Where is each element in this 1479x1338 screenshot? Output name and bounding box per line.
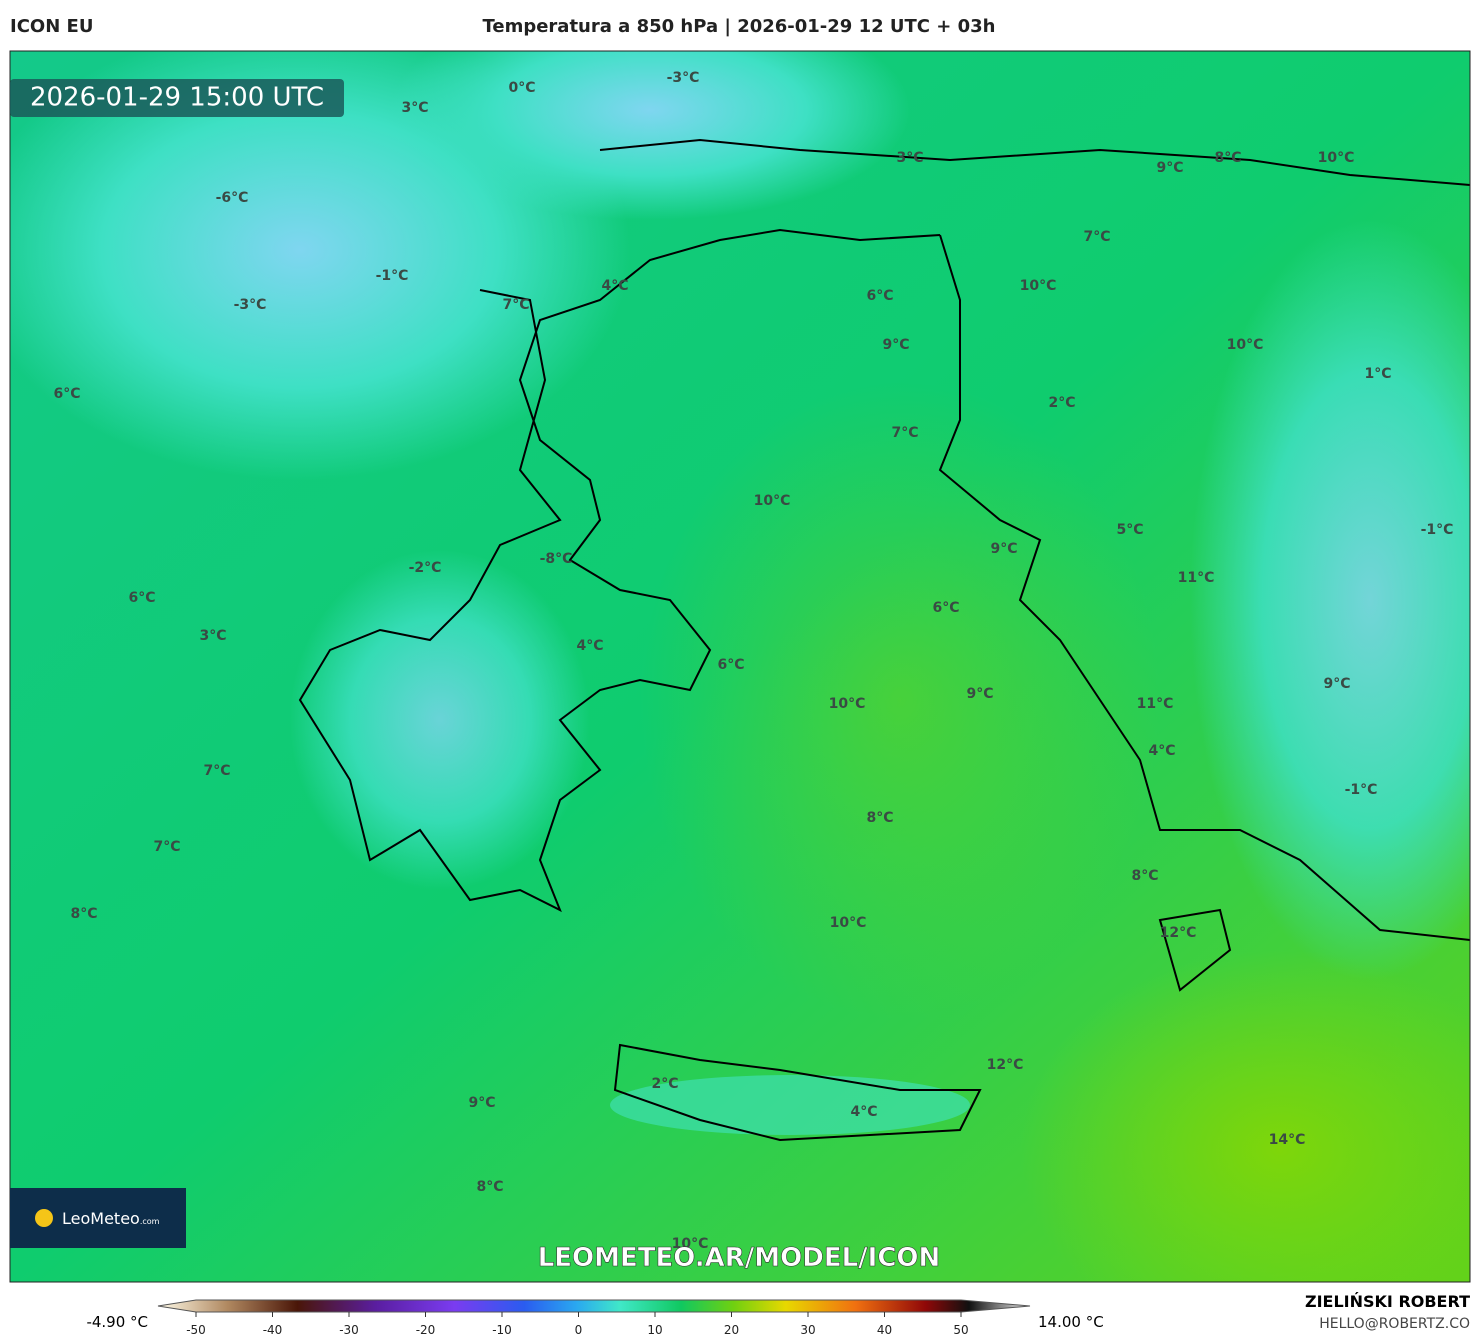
temperature-label: 9°C [990, 541, 1017, 557]
temperature-label: 10°C [1318, 150, 1355, 166]
temperature-label: 10°C [829, 696, 866, 712]
model-name: ICON EU [10, 16, 93, 37]
temperature-label: -8°C [540, 551, 573, 567]
temperature-label: 6°C [128, 590, 155, 606]
temperature-label: 4°C [576, 638, 603, 654]
temperature-label: 6°C [717, 657, 744, 673]
colorbar-tick-label: 10 [647, 1323, 662, 1337]
temperature-label: 8°C [476, 1179, 503, 1195]
colorbar-tick-label: 50 [953, 1323, 968, 1337]
temperature-label: 11°C [1178, 570, 1215, 586]
temperature-label: 8°C [1214, 150, 1241, 166]
map-frame [9, 50, 1471, 1283]
colorbar-tick-label: -40 [263, 1323, 283, 1337]
temperature-label: 3°C [199, 628, 226, 644]
temperature-label: 7°C [1083, 229, 1110, 245]
temperature-label: -1°C [1345, 782, 1378, 798]
colorbar-tick-label: 30 [800, 1323, 815, 1337]
colorbar-min: -4.90 °C [86, 1313, 148, 1331]
temperature-label: 7°C [891, 425, 918, 441]
temperature-label: 6°C [866, 288, 893, 304]
temperature-label: -1°C [1421, 522, 1454, 538]
temperature-label: 3°C [896, 150, 923, 166]
temperature-label: 6°C [932, 600, 959, 616]
temperature-label: 10°C [1227, 337, 1264, 353]
temperature-label: 9°C [1323, 676, 1350, 692]
temperature-label: 3°C [401, 100, 428, 116]
temperature-label: -2°C [409, 560, 442, 576]
map-title: Temperatura a 850 hPa | 2026-01-29 12 UT… [482, 16, 995, 37]
colorbar-tick-label: 40 [877, 1323, 892, 1337]
temperature-label: 7°C [502, 297, 529, 313]
temperature-label: 7°C [153, 839, 180, 855]
temperature-label: 7°C [203, 763, 230, 779]
temperature-label: 2°C [651, 1076, 678, 1092]
temperature-label: 6°C [53, 386, 80, 402]
watermark: LEOMETEO.AR/MODEL/ICON [538, 1243, 941, 1273]
temperature-label: 0°C [508, 80, 535, 96]
colorbar-max: 14.00 °C [1038, 1313, 1104, 1331]
temperature-label: -1°C [376, 268, 409, 284]
temperature-label: 8°C [1131, 868, 1158, 884]
temperature-label: 10°C [1020, 278, 1057, 294]
temperature-label: 8°C [70, 906, 97, 922]
temperature-label: -3°C [667, 70, 700, 86]
temperature-label: 8°C [866, 810, 893, 826]
temperature-label: 10°C [754, 493, 791, 509]
temperature-label: 14°C [1269, 1132, 1306, 1148]
temperature-label: 4°C [1148, 743, 1175, 759]
temperature-label: 5°C [1116, 522, 1143, 538]
colorbar-tick-label: 20 [724, 1323, 739, 1337]
logo-suffix: .com [140, 1217, 160, 1226]
email: HELLO@ROBERTZ.CO [1319, 1316, 1470, 1332]
colorbar-tick-label: -10 [492, 1323, 512, 1337]
colorbar [157, 1299, 1031, 1313]
temperature-label: 10°C [830, 915, 867, 931]
author: ZIELIŃSKI ROBERT [1305, 1292, 1470, 1311]
temperature-label: 2°C [1048, 395, 1075, 411]
temperature-label: -3°C [234, 297, 267, 313]
timestamp-box [10, 79, 344, 117]
temperature-label: 1°C [1364, 366, 1391, 382]
logo: LeoMeteo.com [62, 1209, 160, 1228]
logo-sun [35, 1209, 53, 1227]
logo-name: LeoMeteo [62, 1209, 140, 1228]
temperature-label: 9°C [468, 1095, 495, 1111]
colorbar-tick-label: -30 [339, 1323, 359, 1337]
colorbar-tick-label: -50 [186, 1323, 206, 1337]
temperature-label: 4°C [601, 278, 628, 294]
temperature-label: 12°C [987, 1057, 1024, 1073]
temperature-label: 9°C [1156, 160, 1183, 176]
colorbar-tick-label: 0 [575, 1323, 583, 1337]
temperature-label: 9°C [966, 686, 993, 702]
temperature-label: 11°C [1137, 696, 1174, 712]
temperature-label: 4°C [850, 1104, 877, 1120]
temperature-label: -6°C [216, 190, 249, 206]
temperature-label: 9°C [882, 337, 909, 353]
temperature-label: 12°C [1160, 925, 1197, 941]
temperature-label: 10°C [672, 1236, 709, 1252]
timestamp: 2026-01-29 15:00 UTC [30, 83, 324, 113]
colorbar-tick-label: -20 [416, 1323, 436, 1337]
